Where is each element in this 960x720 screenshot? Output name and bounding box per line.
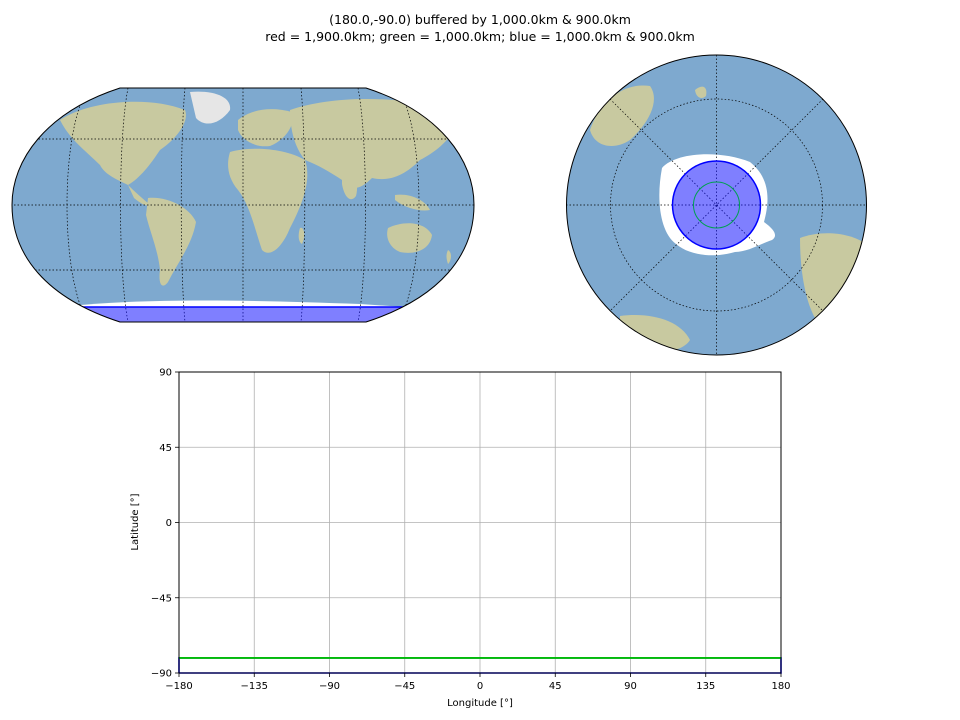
x-tick-label: 0: [477, 681, 483, 692]
robinson-map: [11, 87, 475, 323]
y-tick-label: −90: [151, 669, 172, 680]
plot-grid: [178, 371, 782, 674]
polar-land: [590, 85, 866, 352]
x-tick-label: −45: [394, 681, 415, 692]
polar-buffer-disc: [671, 160, 762, 250]
robinson-land: [60, 91, 457, 286]
y-axis-label: Latitude [°]: [130, 493, 141, 550]
x-axis-ticks: −180 −135 −90 −45 0 45 90 135 180: [165, 673, 791, 692]
x-tick-label: 180: [771, 681, 790, 692]
robinson-buffer-band: [12, 306, 474, 322]
polar-green-ring: [693, 181, 740, 229]
x-tick-label: 90: [624, 681, 637, 692]
x-tick-label: 135: [696, 681, 715, 692]
polar-outline: [566, 54, 867, 356]
y-tick-label: −45: [151, 593, 172, 604]
x-tick-label: −90: [319, 681, 340, 692]
polar-map: [566, 54, 867, 356]
y-tick-label: 90: [159, 368, 172, 379]
latlon-plot: −180 −135 −90 −45 0 45 90 135 180 −90 −45 0 45 90 Lo…: [130, 368, 791, 710]
x-axis-label: Longitude [°]: [447, 698, 513, 709]
chart-title-line-1: (180.0,-90.0) buffered by 1,000.0km & 90…: [329, 12, 631, 27]
robinson-graticule: [12, 88, 474, 322]
x-tick-label: 45: [549, 681, 562, 692]
x-tick-label: −180: [165, 681, 192, 692]
x-tick-label: −135: [241, 681, 268, 692]
y-tick-label: 45: [159, 443, 172, 454]
y-axis-ticks: −90 −45 0 45 90: [151, 368, 179, 680]
chart-title-line-2: red = 1,900.0km; green = 1,000.0km; blue…: [265, 29, 695, 44]
y-tick-label: 0: [166, 518, 172, 529]
